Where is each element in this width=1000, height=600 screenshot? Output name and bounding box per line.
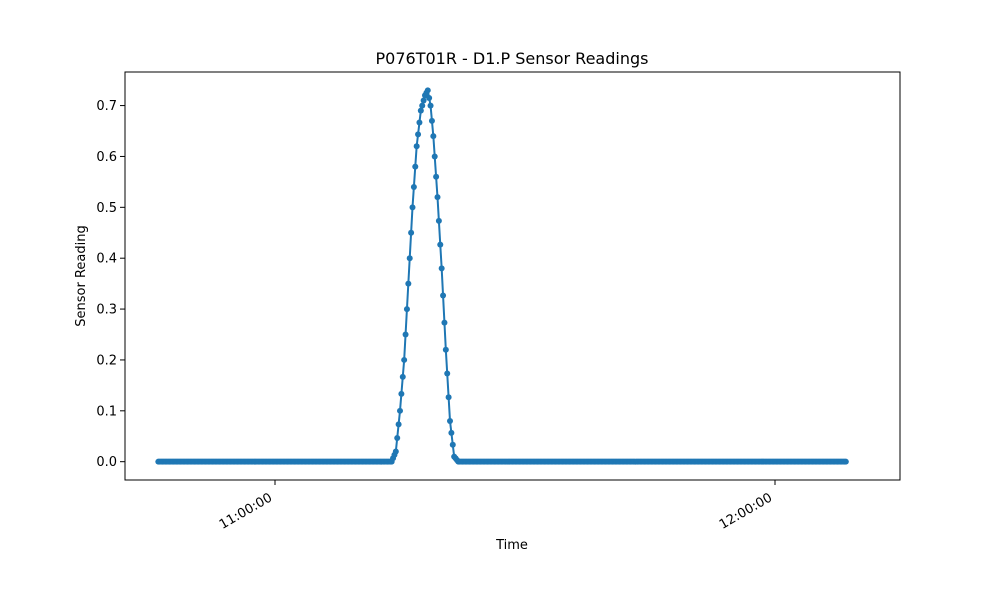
x-tick-label: 11:00:00 — [217, 490, 275, 532]
data-point — [434, 194, 441, 201]
data-point — [403, 306, 410, 313]
series-marks — [155, 87, 849, 465]
data-point — [399, 373, 406, 380]
data-point — [430, 133, 437, 140]
data-point — [433, 173, 440, 180]
data-point — [415, 131, 422, 138]
x-tick-label: 12:00:00 — [717, 490, 775, 532]
data-point — [410, 183, 417, 190]
data-point — [842, 458, 849, 465]
data-point — [438, 265, 445, 272]
data-point — [392, 448, 399, 455]
data-point — [440, 292, 447, 299]
y-tick-label: 0.2 — [96, 353, 117, 368]
x-axis: 11:00:00 12:00:00 — [217, 480, 776, 533]
data-point — [447, 417, 453, 424]
data-point — [395, 421, 402, 428]
data-point — [412, 163, 419, 170]
data-point — [401, 356, 408, 363]
data-point — [417, 107, 424, 114]
data-point — [406, 255, 413, 262]
data-point — [413, 143, 420, 150]
data-point — [402, 331, 409, 338]
data-point — [441, 319, 448, 326]
y-tick-label: 0.4 — [96, 252, 117, 267]
y-tick-label: 0.1 — [96, 404, 117, 419]
data-point — [435, 217, 442, 224]
series-line — [158, 87, 846, 463]
y-axis-label: Sensor Reading — [74, 225, 89, 326]
data-point — [424, 87, 431, 94]
data-point — [416, 119, 423, 126]
data-point — [409, 204, 416, 211]
data-point — [442, 346, 449, 353]
data-point — [448, 429, 455, 436]
data-point — [420, 97, 427, 104]
y-tick-label: 0.3 — [96, 303, 117, 318]
data-point — [431, 153, 438, 160]
data-point — [419, 102, 426, 109]
data-point — [426, 94, 433, 101]
data-point — [427, 102, 434, 109]
data-point — [437, 241, 444, 248]
data-point — [394, 434, 401, 441]
y-axis: 0.0 0.1 0.2 0.3 0.4 0.5 0.6 0.7 — [96, 99, 125, 470]
chart-title: P076T01R - D1.P Sensor Readings — [376, 49, 649, 68]
x-axis-label: Time — [495, 538, 528, 553]
data-point — [398, 390, 405, 397]
data-point — [445, 394, 452, 401]
data-point — [397, 407, 403, 414]
y-tick-label: 0.6 — [96, 150, 117, 165]
y-tick-label: 0.5 — [96, 201, 117, 216]
data-point — [408, 229, 415, 236]
data-point — [449, 441, 456, 448]
y-tick-label: 0.0 — [96, 455, 117, 470]
y-tick-label: 0.7 — [96, 99, 117, 114]
data-point — [444, 370, 451, 377]
plot-area-frame — [124, 71, 901, 481]
data-point — [405, 280, 412, 287]
data-point — [428, 117, 435, 124]
